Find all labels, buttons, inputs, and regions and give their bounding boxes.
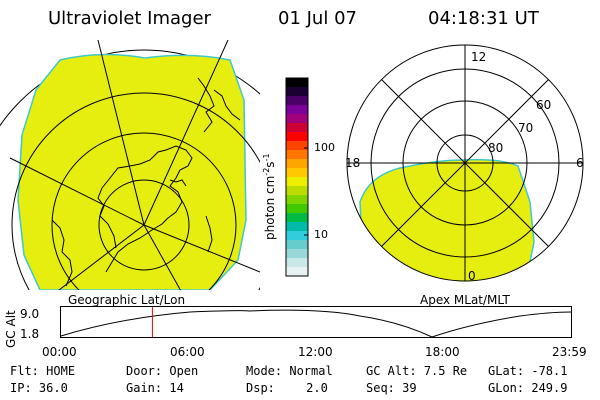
altitude-ylabel: GC Alt: [4, 310, 18, 348]
colorbar-stripe: [286, 267, 308, 277]
mlt-label-6: 6: [576, 156, 584, 170]
mlt-lines: [347, 45, 583, 281]
mlat-label-70: 70: [518, 121, 533, 135]
flt-status: Flt: HOME: [10, 364, 76, 378]
colorbar-unit-label: photon cm-2s-1: [262, 153, 277, 240]
colorbar-stripe: [286, 114, 308, 124]
colorbar-stripe: [286, 240, 308, 250]
colorbar-stripe: [286, 159, 308, 169]
colorbar-stripe: [286, 78, 308, 88]
mlat-label-80: 80: [488, 141, 503, 155]
ip-status: IP: 36.0: [10, 381, 68, 395]
altitude-plot-frame: [60, 306, 572, 338]
altitude-curve: [60, 309, 572, 338]
colorbar-stripe: [286, 168, 308, 178]
mlt-label-0: 0: [468, 269, 476, 283]
longitude-lines: [9, 40, 260, 290]
latitude-circles: [11, 92, 260, 290]
altitude-tick-low: 1.8: [20, 327, 40, 341]
geographic-caption: Geographic Lat/Lon: [68, 293, 186, 307]
colorbar-tick-100: 100: [314, 141, 335, 154]
colorbar-frame: [285, 77, 309, 277]
glat-status: GLat: -78.1: [488, 364, 568, 378]
colorbar-stripe: [286, 96, 308, 106]
mlt-label-18: 18: [345, 156, 360, 170]
mlat-label-60: 60: [536, 98, 551, 112]
door-status: Door: Open: [126, 364, 199, 378]
altitude-plot: [60, 306, 572, 338]
time-tick-0000: 00:00: [42, 345, 77, 359]
time-label: 04:18:31 UT: [428, 8, 539, 29]
colorbar: [285, 77, 309, 277]
colorbar-stripe: [286, 195, 308, 205]
instrument-title: Ultraviolet Imager: [48, 8, 211, 29]
colorbar-tick-10: 10: [314, 228, 328, 241]
altitude-tick-high: 9.0: [20, 307, 40, 321]
time-tick-0600: 06:00: [170, 345, 205, 359]
outer-latitude-ring: [0, 49, 260, 127]
colorbar-stripe: [286, 105, 308, 115]
seq-status: Seq: 39: [366, 381, 417, 395]
colorbar-stripe: [286, 258, 308, 268]
glon-status: GLon: 249.9: [488, 381, 568, 395]
colorbar-stripe: [286, 150, 308, 160]
colorbar-stripe: [286, 249, 308, 259]
date-label: 01 Jul 07: [278, 8, 357, 29]
time-tick-1200: 12:00: [298, 345, 333, 359]
mlt-label-12: 12: [471, 50, 486, 64]
gcalt-status: GC Alt: 7.5 Re: [366, 364, 468, 378]
time-tick-2359: 23:59: [552, 345, 587, 359]
colorbar-stripe: [286, 87, 308, 97]
colorbar-stripe: [286, 213, 308, 223]
magnetic-caption: Apex MLat/MLT: [420, 293, 510, 307]
geographic-map: [0, 40, 260, 290]
dsp-status: Dsp: 2.0: [246, 381, 328, 395]
colorbar-stripe: [286, 204, 308, 214]
colorbar-stripe: [286, 177, 308, 187]
colorbar-stripe: [286, 186, 308, 196]
colorbar-stripe: [286, 123, 308, 133]
auroral-oval-fill: [359, 158, 535, 281]
colorbar-stripe: [286, 132, 308, 142]
gain-status: Gain: 14: [126, 381, 184, 395]
coastline: [51, 77, 241, 287]
magnetic-polar-plot: 12 18 6 0 60 70 80: [345, 44, 584, 283]
mode-status: Mode: Normal: [246, 364, 333, 378]
colorbar-stripe: [286, 141, 308, 151]
time-tick-1800: 18:00: [425, 345, 460, 359]
colorbar-stripe: [286, 231, 308, 241]
colorbar-stripe: [286, 222, 308, 232]
auroral-image-fill: [17, 53, 247, 290]
